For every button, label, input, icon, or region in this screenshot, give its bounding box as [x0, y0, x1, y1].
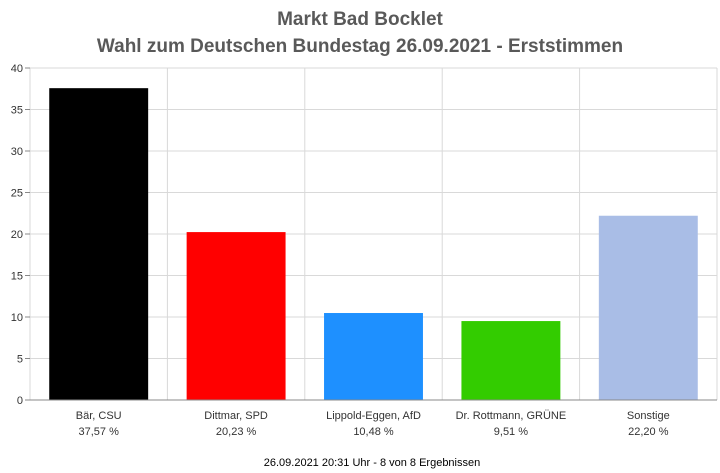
y-tick-label-2: 10: [11, 312, 23, 324]
x-value-label-3: 9,51 %: [494, 426, 528, 438]
bar-4: [598, 215, 698, 400]
y-tick-label-0: 0: [17, 395, 23, 407]
x-value-label-0: 37,57 %: [79, 426, 120, 438]
x-axis-labels: Bär, CSU 37,57 % Dittmar, SPD 20,23 % Lippol…: [76, 410, 670, 438]
y-axis-ticks: 0 5 10 15 20 25 30 35 40: [11, 63, 30, 407]
x-category-label-0: Bär, CSU: [76, 410, 122, 422]
chart-title: Markt Bad Bocklet: [277, 9, 443, 30]
y-tick-label-7: 35: [11, 105, 23, 117]
x-value-label-4: 22,20 %: [628, 426, 669, 438]
x-category-label-3: Dr. Rottmann, GRÜNE: [456, 410, 567, 422]
chart-subtitle: Wahl zum Deutschen Bundestag 26.09.2021 …: [97, 36, 623, 57]
y-tick-label-1: 5: [17, 354, 23, 366]
x-value-label-2: 10,48 %: [353, 426, 394, 438]
bar-1: [186, 232, 286, 400]
x-value-label-1: 20,23 %: [216, 426, 257, 438]
y-tick-label-3: 15: [11, 271, 23, 283]
bars: [49, 88, 698, 400]
chart-footer: 26.09.2021 20:31 Uhr - 8 von 8 Ergebniss…: [264, 457, 480, 469]
y-tick-label-5: 25: [11, 188, 23, 200]
x-category-label-1: Dittmar, SPD: [204, 410, 268, 422]
y-tick-label-8: 40: [11, 63, 23, 75]
bar-0: [49, 88, 149, 400]
x-category-label-2: Lippold-Eggen, AfD: [326, 410, 421, 422]
y-tick-label-6: 30: [11, 146, 23, 158]
bar-3: [461, 321, 561, 400]
bar-2: [324, 313, 423, 400]
x-category-label-4: Sonstige: [627, 410, 670, 422]
y-tick-label-4: 20: [11, 229, 23, 241]
